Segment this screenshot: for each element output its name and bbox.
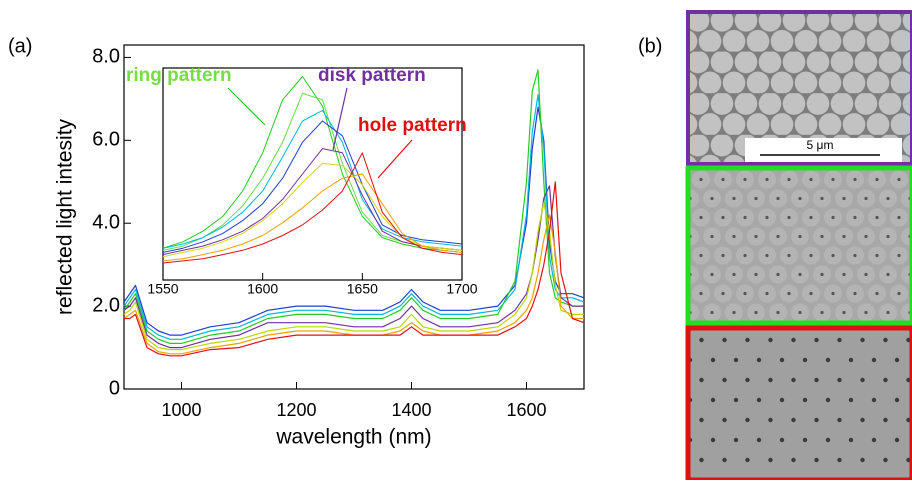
x-tick-label: 1550 [147,281,178,297]
series-line [162,162,463,258]
hole-image [685,325,912,483]
plot-area [123,44,585,390]
x-tick-label: 1600 [247,281,278,297]
scale-bar-label: 5 μm [807,138,834,152]
plot-area [162,67,463,281]
y-tick-label: 4.0 [92,211,120,233]
sem-images: 5 μm [685,10,912,483]
pointer [227,87,266,126]
series-line [162,173,463,262]
y-tick-label: 8.0 [92,46,120,68]
y-tick-label: 2.0 [92,294,120,316]
main-chart: 1000 1200 1400 1600 0 2.0 4.0 6.0 8.0 wavelength … [54,44,585,449]
y-axis-label: reflected light intesity [54,118,77,315]
x-tick-label: 1650 [347,281,378,297]
pointer [332,87,348,151]
ring-image [685,165,912,326]
x-tick-label: 1000 [161,400,201,420]
series-line [123,214,584,355]
annotation: ring pattern [126,65,232,86]
x-tick-label: 1200 [276,400,316,420]
x-tick-label: 1600 [506,400,546,420]
x-axis-label: wavelength (nm) [275,426,431,449]
panel-label: (a) [8,35,32,57]
pointer [377,139,413,179]
annotation: hole pattern [358,115,467,136]
series-line [123,201,584,351]
annotation: disk pattern [318,65,426,86]
y-tick-label: 6.0 [92,129,120,151]
series-line [162,76,463,253]
annotations: ring pattern disk pattern hole pattern [126,65,467,179]
scale-bar-box [745,138,902,162]
series-line [123,94,585,340]
series-line [162,148,463,256]
series-line [162,120,463,253]
series-line [162,152,463,264]
y-tick-label: 0 [109,377,120,399]
panel-label: (b) [638,35,662,57]
x-tick-label: 1400 [391,400,431,420]
x-tick-label: 1700 [446,281,477,297]
inset-chart: 1550 1600 1650 1700 [147,67,478,297]
series-line [124,181,585,357]
series-line [123,185,584,349]
